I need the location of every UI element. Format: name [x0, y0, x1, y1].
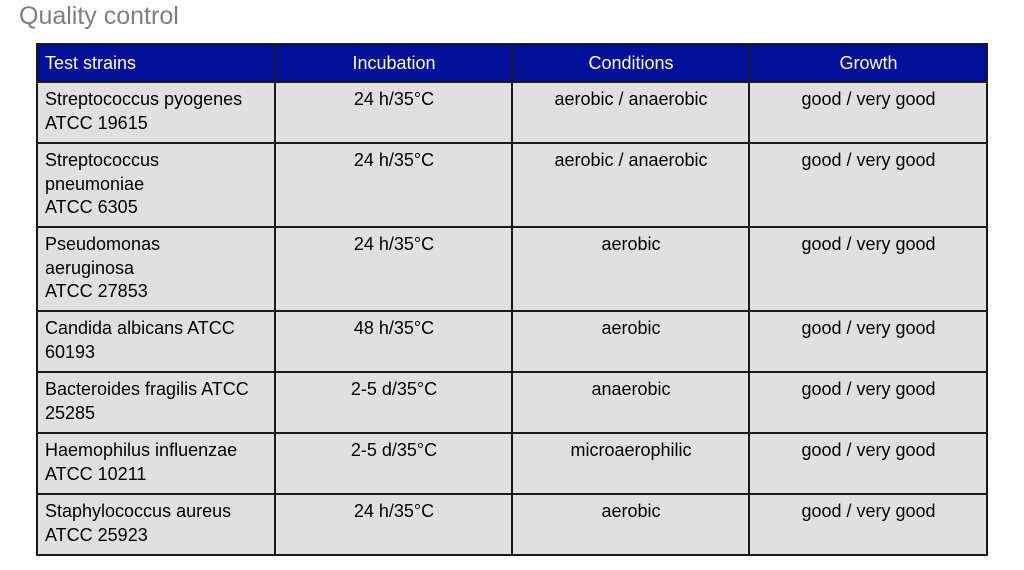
strain-name-line: Staphylococcus aureus	[45, 501, 232, 521]
column-header-test-strains: Test strains	[36, 43, 276, 83]
strain-name-line: ATCC 19615	[45, 112, 148, 133]
conditions-cell: aerobic	[511, 226, 750, 312]
strain-cell: Haemophilus influenzae ATCC 10211	[36, 432, 276, 495]
strain-name-line: Streptococcus pyogenes	[45, 89, 243, 109]
strain-name-line: Bacteroides fragilis ATCC	[45, 379, 249, 399]
column-header-conditions: Conditions	[511, 43, 750, 83]
table-header-row: Test strains Incubation Conditions Growt…	[36, 43, 988, 83]
strain-name-line: 25285	[45, 402, 96, 423]
growth-cell: good / very good	[748, 142, 988, 228]
conditions-cell: aerobic / anaerobic	[511, 142, 750, 228]
incubation-cell: 48 h/35°C	[274, 310, 513, 373]
growth-cell: good / very good	[748, 432, 988, 495]
conditions-cell: anaerobic	[511, 371, 750, 434]
strain-cell: Bacteroides fragilis ATCC 25285	[36, 371, 276, 434]
conditions-cell: aerobic	[511, 493, 750, 556]
strain-cell: Candida albicans ATCC 60193	[36, 310, 276, 373]
growth-cell: good / very good	[748, 226, 988, 312]
strain-cell: Streptococcus pneumoniae ATCC 6305	[36, 142, 276, 228]
table-row: Pseudomonas aeruginosa ATCC 27853 24 h/3…	[36, 226, 988, 312]
conditions-cell: aerobic	[511, 310, 750, 373]
incubation-cell: 24 h/35°C	[274, 142, 513, 228]
growth-cell: good / very good	[748, 493, 988, 556]
strain-name-line: Streptococcus	[45, 150, 160, 170]
strain-name-line: ATCC 6305	[45, 197, 138, 217]
table-row: Streptococcus pneumoniae ATCC 6305 24 h/…	[36, 142, 988, 228]
table-row: Staphylococcus aureus ATCC 25923 24 h/35…	[36, 493, 988, 556]
strain-name-line: ATCC 27853	[45, 281, 148, 301]
incubation-cell: 2-5 d/35°C	[274, 432, 513, 495]
incubation-cell: 24 h/35°C	[274, 226, 513, 312]
strain-cell: Streptococcus pyogenes ATCC 19615	[36, 81, 276, 144]
table-row: Bacteroides fragilis ATCC 25285 2-5 d/35…	[36, 371, 988, 434]
table-row: Haemophilus influenzae ATCC 10211 2-5 d/…	[36, 432, 988, 495]
strain-name-line: Pseudomonas	[45, 234, 161, 254]
strain-name-line: Haemophilus influenzae	[45, 440, 238, 460]
incubation-cell: 24 h/35°C	[274, 81, 513, 144]
strain-name-line: pneumoniae	[45, 173, 145, 194]
table-row: Streptococcus pyogenes ATCC 19615 24 h/3…	[36, 81, 988, 144]
incubation-cell: 2-5 d/35°C	[274, 371, 513, 434]
strain-name-line: Candida albicans ATCC	[45, 318, 235, 338]
strain-name-line: ATCC 25923	[45, 524, 148, 545]
strain-name-line: ATCC 10211	[45, 463, 147, 484]
column-header-incubation: Incubation	[274, 43, 513, 83]
quality-control-table: Test strains Incubation Conditions Growt…	[36, 43, 988, 556]
conditions-cell: microaerophilic	[511, 432, 750, 495]
page-title: Quality control	[19, 2, 179, 30]
conditions-cell: aerobic / anaerobic	[511, 81, 750, 144]
incubation-cell: 24 h/35°C	[274, 493, 513, 556]
growth-cell: good / very good	[748, 310, 988, 373]
strain-name-line: 60193	[45, 341, 96, 362]
strain-cell: Staphylococcus aureus ATCC 25923	[36, 493, 276, 556]
strain-name-line: aeruginosa	[45, 257, 135, 278]
strain-cell: Pseudomonas aeruginosa ATCC 27853	[36, 226, 276, 312]
table-row: Candida albicans ATCC 60193 48 h/35°C ae…	[36, 310, 988, 373]
column-header-growth: Growth	[748, 43, 988, 83]
growth-cell: good / very good	[748, 371, 988, 434]
growth-cell: good / very good	[748, 81, 988, 144]
